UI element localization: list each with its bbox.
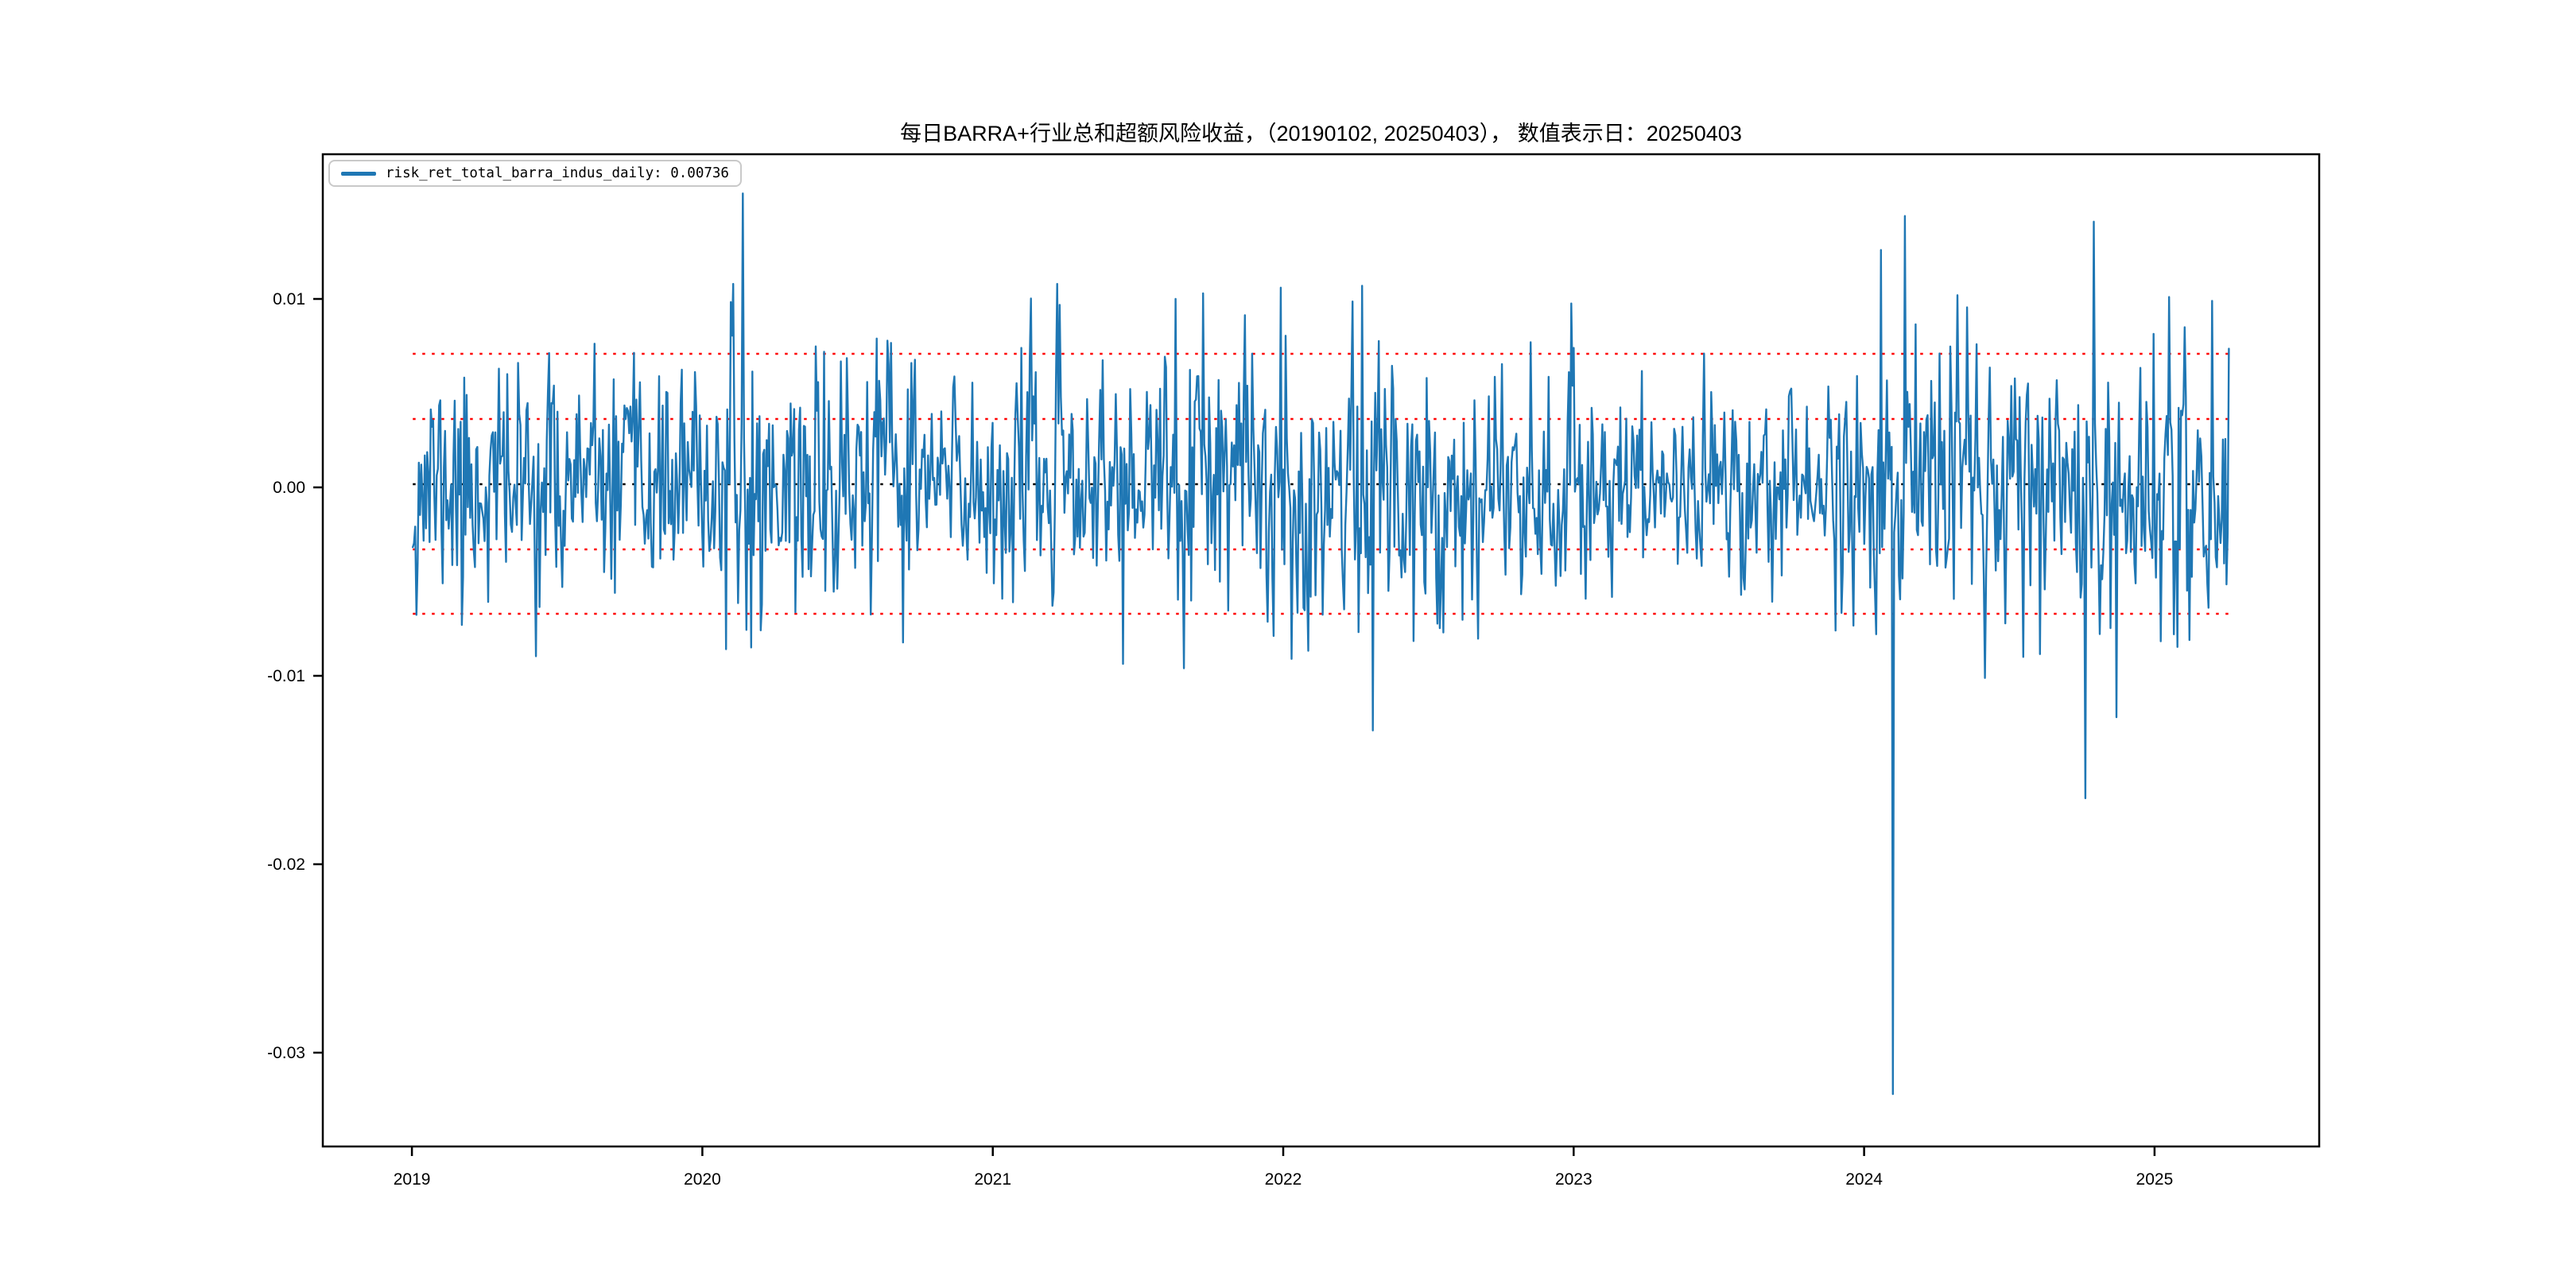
plot-frame (321, 153, 2321, 1148)
y-tick-label: 0.01 (273, 290, 305, 308)
legend-series-line-swatch (341, 171, 376, 176)
y-tick-label: -0.03 (267, 1044, 305, 1062)
y-tick-label: -0.01 (267, 667, 305, 685)
x-tick-label: 2021 (974, 1170, 1011, 1189)
x-tick-label: 2019 (394, 1170, 431, 1189)
x-tick-label: 2020 (684, 1170, 721, 1189)
y-tick-label: 0.00 (273, 479, 305, 497)
legend-series-label: risk_ret_total_barra_indus_daily: 0.0073… (386, 165, 729, 181)
x-tick-label: 2022 (1265, 1170, 1302, 1189)
series-risk-ret-total-barra-indus-daily (412, 192, 2230, 1096)
x-tick-label: 2023 (1555, 1170, 1593, 1189)
x-tick-label: 2024 (1845, 1170, 1883, 1189)
legend: risk_ret_total_barra_indus_daily: 0.0073… (328, 160, 742, 187)
y-tick-label: -0.02 (267, 855, 305, 874)
x-tick-label: 2025 (2136, 1170, 2174, 1189)
chart-title: 每日BARRA+行业总和超额风险收益，（20190102, 20250403），… (900, 122, 1742, 145)
